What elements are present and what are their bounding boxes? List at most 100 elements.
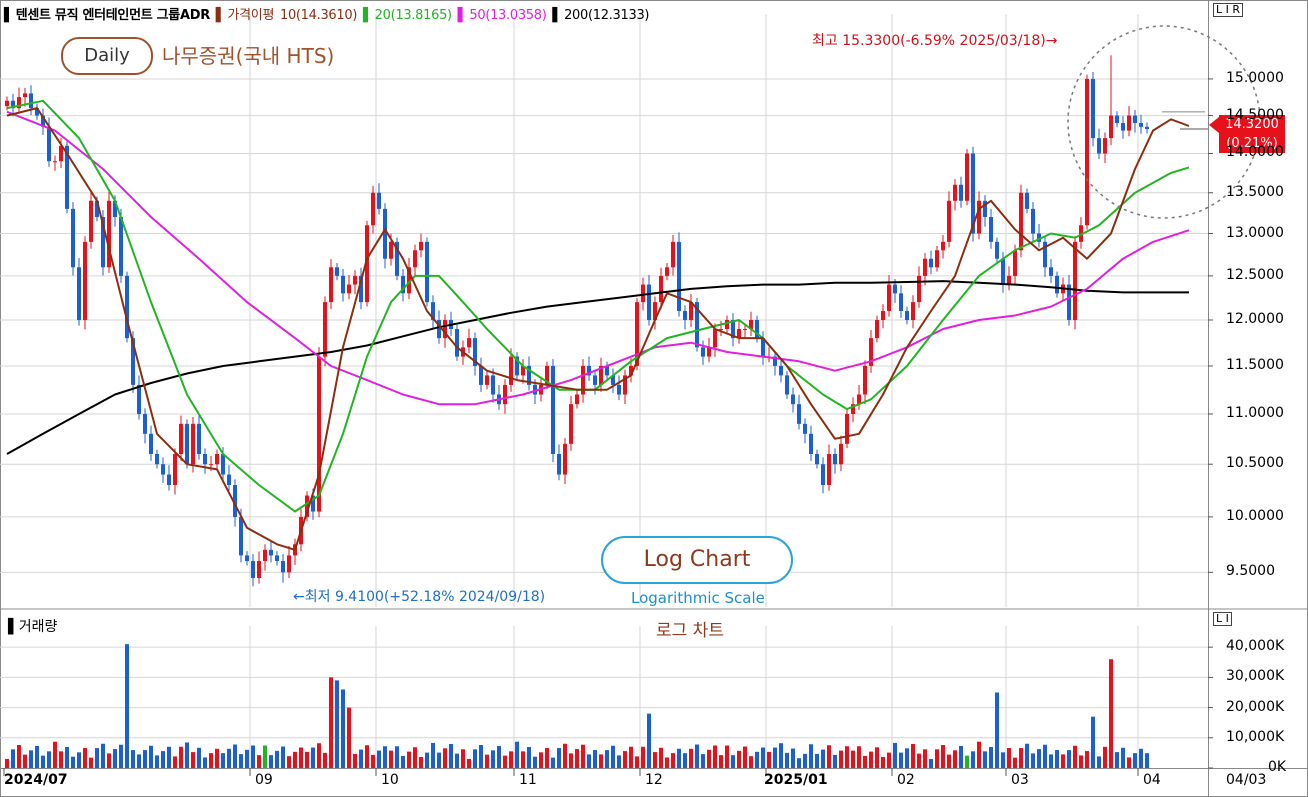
candle-body — [1067, 284, 1071, 320]
volume-bar — [683, 753, 687, 768]
candle-body — [401, 275, 405, 294]
volume-bar — [29, 750, 33, 768]
price-tick-label: 15.0000 — [1226, 69, 1284, 86]
candle-body — [671, 241, 675, 268]
volume-bar — [749, 756, 753, 768]
volume-bar — [605, 750, 609, 768]
candle-body — [125, 275, 129, 339]
candle-body — [137, 384, 141, 414]
volume-bar — [209, 753, 213, 768]
volume-bar — [431, 742, 435, 768]
volume-bar — [485, 754, 489, 768]
candle-body — [785, 375, 789, 395]
volume-bar — [455, 753, 459, 768]
volume-bar — [233, 744, 237, 768]
time-tick-label: 02 — [897, 772, 915, 788]
current-change: (0.21%) — [1226, 136, 1278, 151]
volume-bar — [1139, 748, 1143, 768]
volume-bar — [419, 756, 423, 768]
volume-bar — [491, 750, 495, 768]
volume-bar — [71, 756, 75, 768]
ma20-marker: ▌ — [362, 8, 373, 23]
candle-body — [1025, 192, 1029, 209]
volume-bar — [533, 756, 537, 768]
candle-body — [17, 97, 21, 109]
candle-body — [797, 404, 801, 424]
volume-bar — [371, 754, 375, 768]
volume-bar — [1085, 751, 1089, 768]
candle-body — [101, 217, 105, 268]
volume-bar — [47, 751, 51, 768]
candle-body — [167, 474, 171, 486]
candle-body — [989, 217, 993, 242]
volume-bar — [185, 742, 189, 768]
volume-bar — [287, 756, 291, 768]
ma20-legend: 20(13.8165) — [374, 8, 452, 23]
volume-bar — [395, 746, 399, 768]
candle-body — [443, 319, 447, 339]
volume-title-text: 거래량 — [18, 619, 58, 635]
volume-bar — [293, 751, 297, 768]
price-tag-arrow — [1209, 117, 1219, 133]
volume-bar — [1091, 716, 1095, 768]
candle-body — [59, 145, 63, 162]
volume-panel-buttons[interactable]: L I — [1213, 612, 1232, 626]
candle-body — [1073, 241, 1077, 320]
volume-bar — [389, 750, 393, 768]
candle-body — [749, 319, 753, 330]
volume-bar — [299, 747, 303, 768]
volume-bar — [803, 753, 807, 768]
volume-bar — [203, 757, 207, 768]
volume-bar — [695, 744, 699, 768]
candle-body — [251, 561, 255, 579]
candle-body — [869, 338, 873, 366]
volume-bar — [83, 748, 87, 768]
volume-bar — [1001, 752, 1005, 768]
last-date-label: 04/03 — [1226, 772, 1267, 788]
candle-body — [953, 184, 957, 201]
volume-bar — [467, 758, 471, 768]
volume-bar — [815, 753, 819, 768]
candle-body — [875, 319, 879, 339]
candle-body — [1121, 123, 1125, 131]
volume-bar — [587, 754, 591, 768]
volume-bar — [341, 689, 345, 768]
volume-bar — [329, 677, 333, 768]
candle-body — [41, 115, 45, 127]
volume-bar — [269, 755, 273, 768]
price-tick-label: 10.5000 — [1226, 455, 1284, 472]
time-tick-label: 10 — [381, 772, 399, 788]
ma50-line — [6, 110, 1190, 406]
candle-body — [851, 404, 855, 414]
candle-body — [419, 241, 423, 251]
volume-bar — [941, 745, 945, 768]
volume-bar — [665, 757, 669, 768]
candle-body — [701, 347, 705, 357]
volume-bar — [35, 746, 39, 768]
volume-tick-label: 40,000K — [1226, 638, 1285, 655]
volume-bar — [41, 755, 45, 768]
candle-body — [647, 284, 651, 320]
current-price-tag: 14.3200 (0.21%) — [1219, 115, 1285, 153]
volume-bar — [917, 753, 921, 768]
candle-body — [1085, 78, 1089, 226]
volume-bar — [245, 749, 249, 768]
candle-body — [515, 356, 519, 376]
price-tick-label: 11.0000 — [1226, 404, 1284, 421]
time-tick-label: 04 — [1143, 772, 1161, 788]
volume-bar — [773, 747, 777, 768]
volume-bar — [953, 750, 957, 768]
candle-body — [371, 192, 375, 226]
volume-bar — [581, 744, 585, 768]
volume-bar — [257, 755, 261, 768]
candle-body — [467, 338, 471, 348]
candle-body — [227, 474, 231, 486]
volume-bar — [275, 750, 279, 768]
candle-body — [131, 338, 135, 385]
volume-bar — [737, 750, 741, 768]
candle-body — [161, 464, 165, 475]
candle-body — [929, 258, 933, 268]
time-tick-label: 11 — [519, 772, 537, 788]
price-panel-buttons[interactable]: L I R — [1213, 3, 1244, 17]
volume-bar — [971, 751, 975, 768]
